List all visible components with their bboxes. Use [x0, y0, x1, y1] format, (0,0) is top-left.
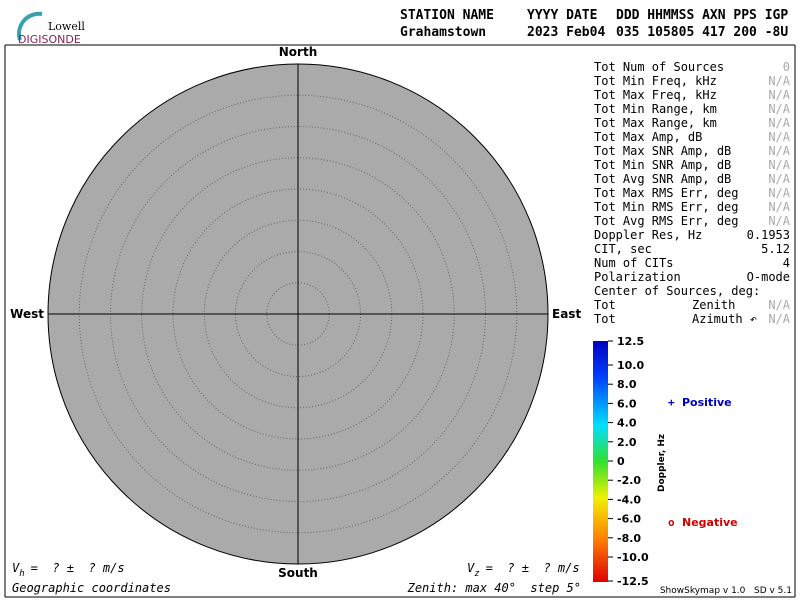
stat-value: N/A [768, 200, 790, 214]
compass-east: East [552, 307, 581, 321]
colorbar-tick-label: -12.5 [617, 575, 649, 588]
stat-value: O-mode [747, 270, 790, 284]
stat-value: 0 [783, 60, 790, 74]
colorbar-tick-label: 10.0 [617, 359, 644, 372]
colorbar-tick-label: -8.0 [617, 532, 641, 545]
stat-label: Tot Avg RMS Err, deg [594, 214, 739, 228]
stat-label: Polarization [594, 270, 681, 284]
vh-sub: h [19, 569, 24, 579]
compass-south: South [278, 566, 318, 580]
stat-label: Doppler Res, Hz [594, 228, 702, 242]
stat-label: Tot Min RMS Err, deg [594, 200, 739, 214]
logo-top: Lowell [48, 20, 85, 33]
stat-label: Tot Max RMS Err, deg [594, 186, 739, 200]
colorbar-tick-label: -6.0 [617, 513, 641, 526]
colorbar-tick-label: 0 [617, 455, 625, 468]
stat-value: N/A [768, 214, 790, 228]
colorbar [593, 341, 608, 582]
colorbar-tick-label: 8.0 [617, 378, 637, 391]
compass-west: West [10, 307, 44, 321]
legend-symbol: + [668, 396, 675, 409]
stat-value: N/A [768, 158, 790, 172]
stat-value: 0.1953 [747, 228, 790, 242]
stat-value: N/A [768, 298, 790, 312]
stat-sublabel: Azimuth ↶ [692, 312, 757, 326]
stat-value: N/A [768, 116, 790, 130]
header-value: Grahamstown [400, 25, 486, 40]
stat-label: Center of Sources, deg: [594, 284, 760, 298]
vh-label: Vh = ? ± ? m/s [12, 561, 125, 579]
colorbar-title: Doppler, Hz [657, 434, 667, 492]
legend-symbol: o [668, 516, 675, 529]
colorbar-tick-label: 4.0 [617, 417, 637, 430]
zenith-note: Zenith: max 40° step 5° [407, 581, 581, 595]
colorbar-tick-label: 2.0 [617, 436, 637, 449]
header-label: YYYY DATE [527, 8, 597, 23]
stat-label: Tot Avg SNR Amp, dB [594, 172, 731, 186]
stat-value: N/A [768, 144, 790, 158]
stat-value: N/A [768, 312, 790, 326]
header-value: 035 105805 417 200 -8U [616, 25, 788, 40]
colorbar-tick-label: 6.0 [617, 397, 637, 410]
stat-value: N/A [768, 102, 790, 116]
header-label: DDD HHMMSS AXN PPS IGP [616, 8, 788, 23]
logo-swoosh [17, 11, 43, 41]
stat-label: Tot [594, 298, 616, 312]
colorbar-tick-label: -2.0 [617, 474, 641, 487]
stat-value: N/A [768, 130, 790, 144]
vz-v: V [467, 561, 475, 575]
stat-label: Num of CITs [594, 256, 673, 270]
stat-label: Tot Min Range, km [594, 102, 717, 116]
stat-value: N/A [768, 88, 790, 102]
legend-label: Positive [682, 396, 732, 409]
stat-label: Tot Num of Sources [594, 60, 724, 74]
logo-bottom: DIGISONDE [18, 33, 81, 46]
stat-value: 4 [783, 256, 790, 270]
header-label: STATION NAME [400, 8, 494, 23]
vh-v: V [12, 561, 20, 575]
stat-label: Tot Max Amp, dB [594, 130, 702, 144]
stat-label: Tot [594, 312, 616, 326]
stat-label: Tot Min Freq, kHz [594, 74, 717, 88]
compass-north: North [279, 45, 317, 59]
vz-sub: z [474, 569, 479, 579]
polar-plot [47, 63, 549, 565]
stat-value: 5.12 [761, 242, 790, 256]
colorbar-tick-label: -10.0 [617, 551, 649, 564]
stat-value: N/A [768, 74, 790, 88]
vz-rest: = ? ± ? m/s [486, 561, 580, 575]
colorbar-tick-label: 12.5 [617, 335, 644, 348]
stat-sublabel: Zenith [692, 298, 735, 312]
vh-rest: = ? ± ? m/s [31, 561, 125, 575]
stat-label: Tot Max Range, km [594, 116, 717, 130]
vz-label: Vz = ? ± ? m/s [467, 561, 580, 579]
stat-label: Tot Min SNR Amp, dB [594, 158, 731, 172]
version: ShowSkymap v 1.0 SD v 5.1 [660, 586, 792, 596]
stat-label: Tot Max SNR Amp, dB [594, 144, 731, 158]
header-value: 2023 Feb04 [527, 25, 605, 40]
coords-note: Geographic coordinates [12, 581, 171, 595]
legend-label: Negative [682, 516, 738, 529]
stat-label: CIT, sec [594, 242, 652, 256]
colorbar-tick-label: -4.0 [617, 493, 641, 506]
stat-value: N/A [768, 186, 790, 200]
stat-label: Tot Max Freq, kHz [594, 88, 717, 102]
stat-value: N/A [768, 172, 790, 186]
